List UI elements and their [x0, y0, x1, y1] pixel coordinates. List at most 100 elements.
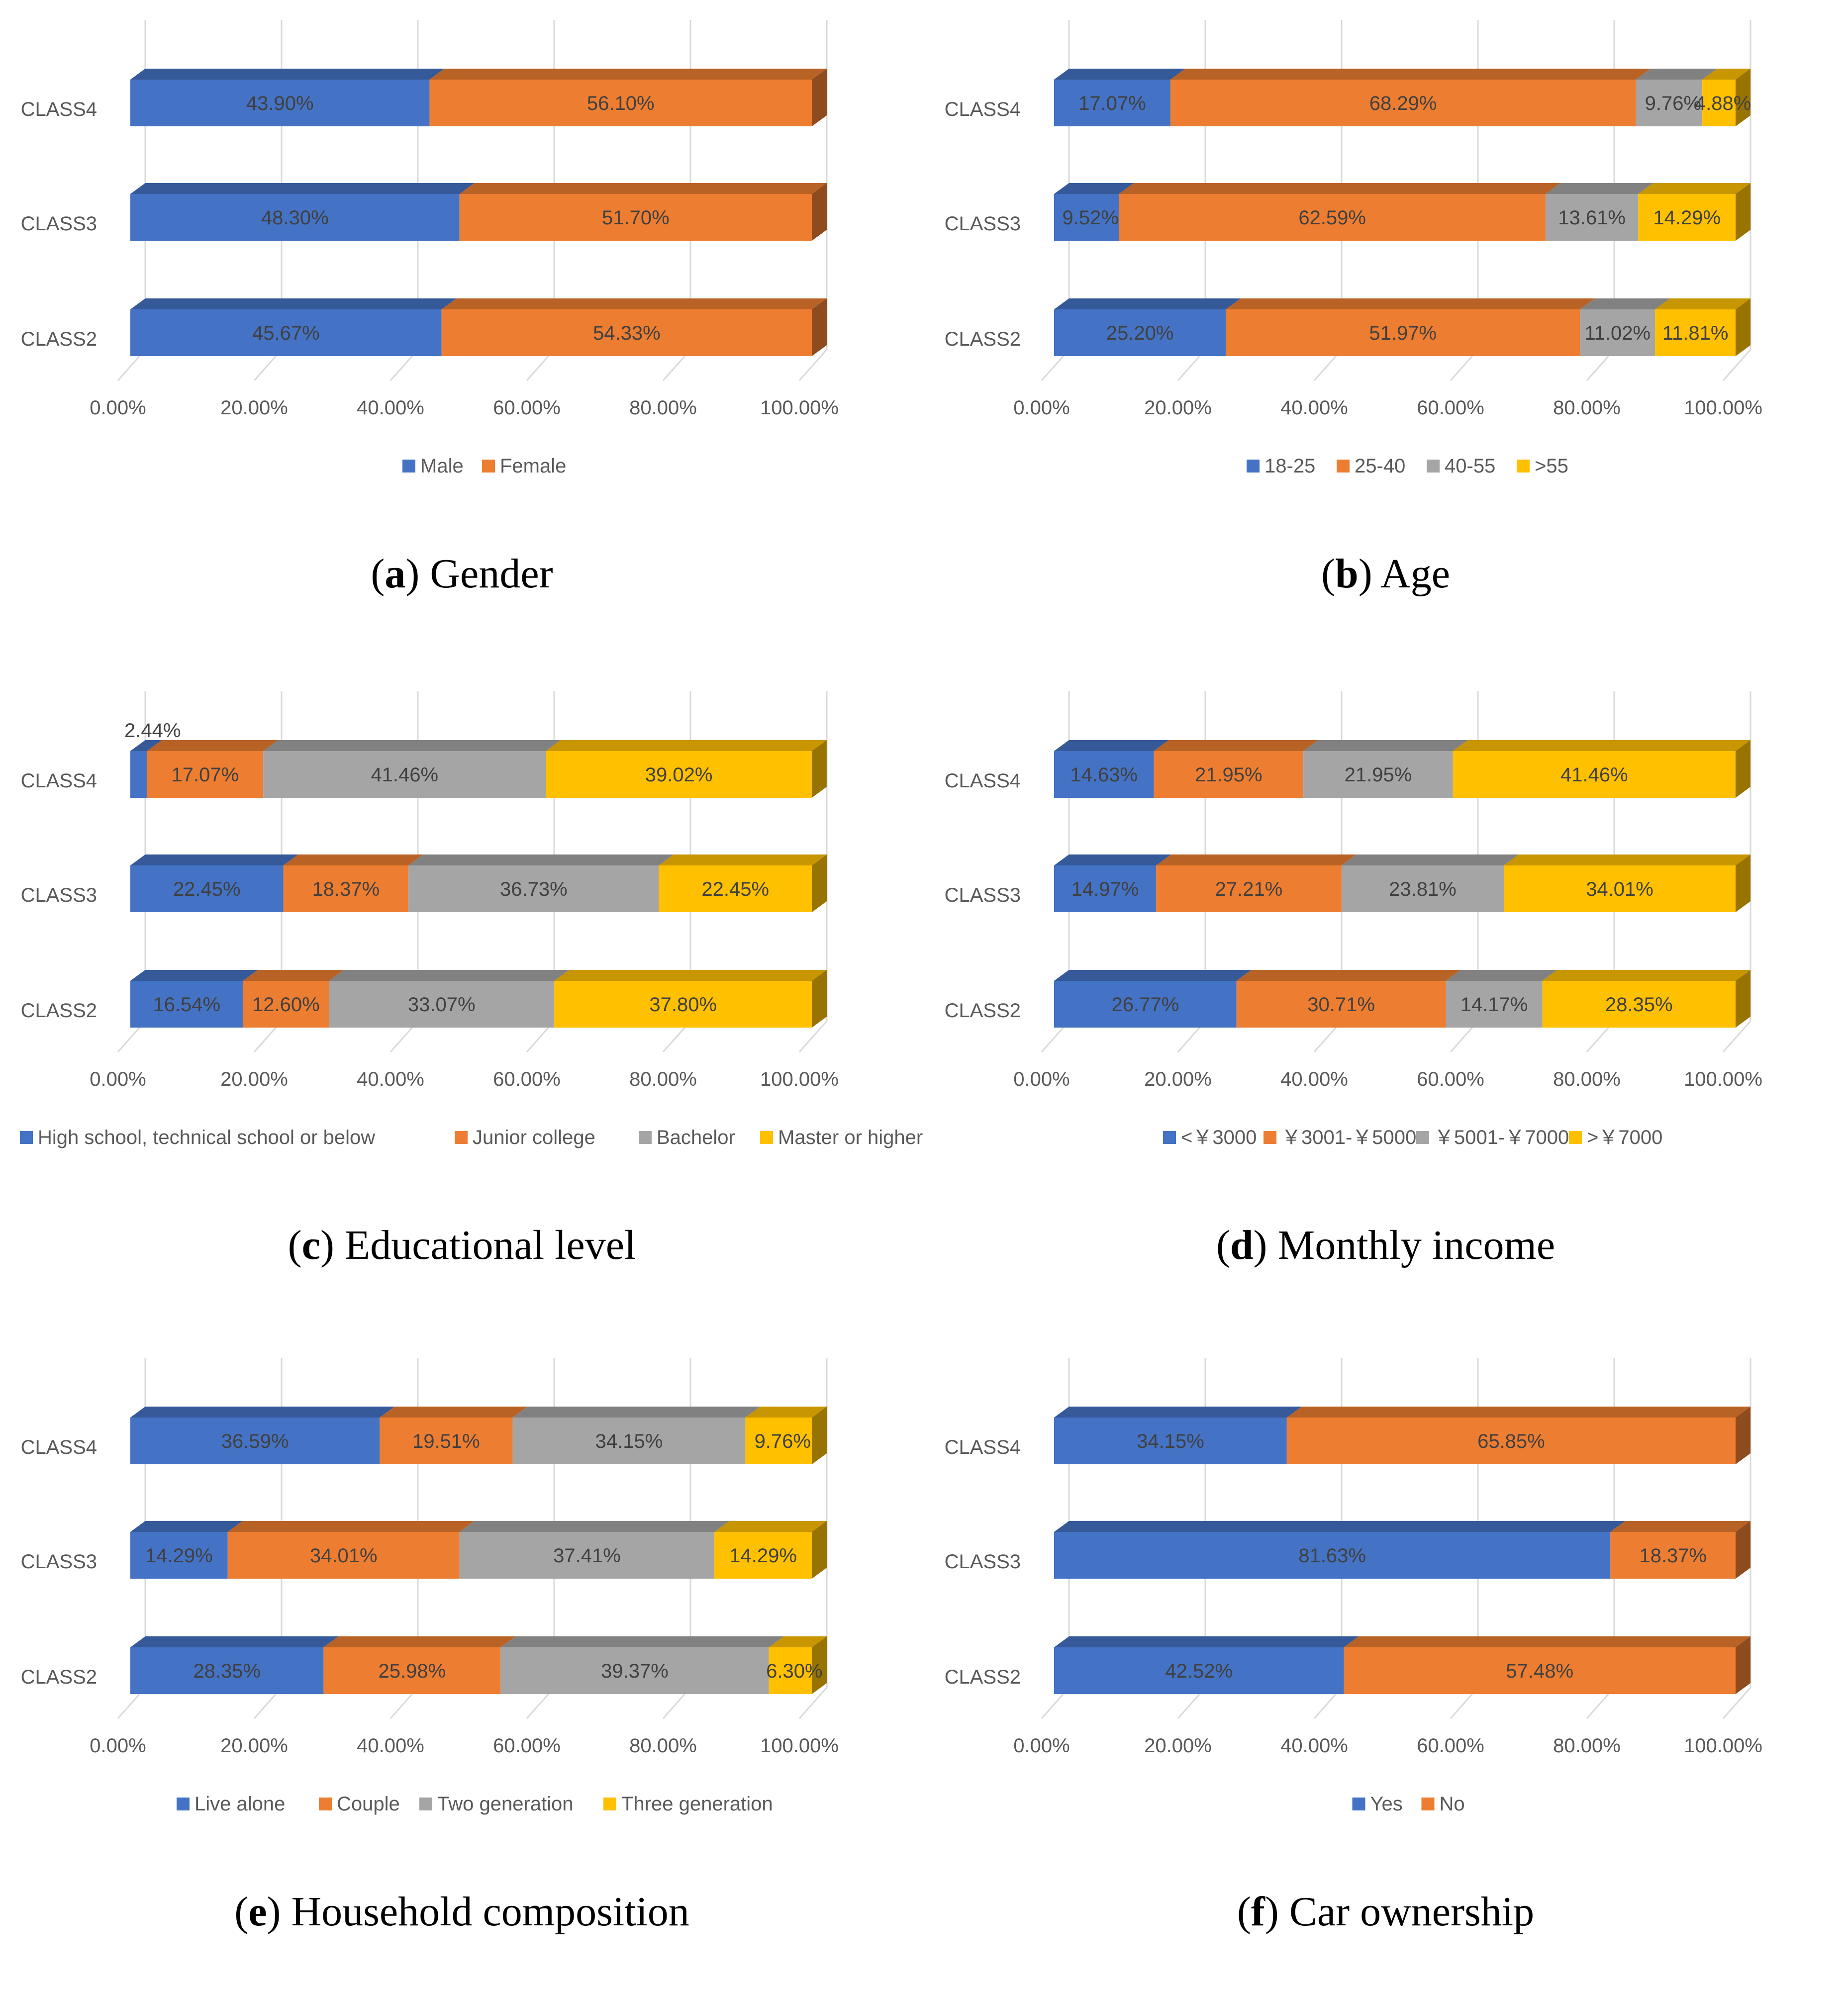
bar-segment [1054, 1407, 1302, 1464]
x-tick-label: 40.00% [1280, 1735, 1348, 1757]
category-label: CLASS3 [945, 213, 1021, 235]
data-label: 34.15% [1137, 1430, 1204, 1452]
bar-segment [1344, 1636, 1751, 1694]
bar-front-face [1054, 1418, 1287, 1464]
bar-front-face [323, 1647, 501, 1694]
category-label: CLASS4 [21, 1436, 97, 1458]
bar-top-face [1054, 183, 1134, 194]
data-label: 34.01% [310, 1545, 378, 1567]
bar-segment [745, 1407, 827, 1464]
x-tick-label: 60.00% [493, 1068, 561, 1090]
bar-segment [380, 1407, 528, 1464]
bar-top-face [1054, 1521, 1626, 1532]
legend-swatch [319, 1798, 332, 1810]
caption-text: Household composition [291, 1889, 689, 1935]
bar-front-face [1054, 751, 1154, 798]
bar-front-face [546, 751, 812, 798]
bar-top-face [1154, 740, 1319, 751]
legend-item: Bachelor [639, 1127, 735, 1148]
bar-side-face [1736, 183, 1751, 241]
bar-segment [1236, 970, 1461, 1028]
category-label: CLASS4 [945, 98, 1021, 120]
bar-front-face [1236, 981, 1446, 1028]
bar-top-face [1054, 740, 1169, 751]
bar-front-face [1655, 309, 1736, 356]
bar-side-face [812, 69, 827, 126]
category-label: CLASS3 [21, 1551, 97, 1573]
bar-top-face [1453, 740, 1751, 751]
floor-gridline [1722, 1021, 1751, 1052]
legend-label: >55 [1535, 455, 1568, 477]
bar-front-face [130, 80, 430, 126]
caption-letter: b [1335, 551, 1359, 597]
caption-text: Educational level [344, 1222, 636, 1268]
category-label: CLASS2 [21, 328, 97, 350]
data-label: 21.95% [1195, 764, 1263, 786]
data-label: 12.60% [252, 994, 320, 1016]
panel-caption: (a) Gender [371, 551, 553, 597]
data-label: 14.17% [1460, 994, 1528, 1016]
data-label: 14.97% [1071, 878, 1139, 900]
legend-swatch [482, 460, 495, 473]
bar-top-face [1655, 298, 1751, 309]
bar-front-face [554, 981, 812, 1028]
legend: High school, technical school or below Ju… [20, 1127, 923, 1148]
data-label: 21.95% [1345, 764, 1412, 786]
data-label: 48.30% [261, 207, 329, 229]
bar-segment [1226, 298, 1595, 356]
bar-top-face [1054, 69, 1185, 80]
legend: <￥3000 ￥3001-￥5000 ￥5001-￥7000 >￥7000 [1163, 1127, 1662, 1148]
stacked-bar-chart-e: 0.00% 20.00% 40.00% 60.00% 80.00% 100.00% CLAS… [21, 1358, 839, 1815]
bar-top-face [380, 1407, 528, 1418]
legend: Live alone Couple Two generation Three gene… [177, 1793, 773, 1815]
bar-segment [1054, 1521, 1626, 1579]
data-label: 17.07% [172, 764, 239, 786]
x-tick-label: 60.00% [1417, 1735, 1484, 1757]
legend: Male Female [402, 455, 566, 477]
x-tick-label: 0.00% [90, 1735, 146, 1757]
data-label: 11.02% [1584, 322, 1651, 344]
category-label: CLASS3 [945, 884, 1021, 906]
bar-top-face [714, 1521, 827, 1532]
bar-top-face [429, 69, 827, 80]
legend-label: Bachelor [657, 1127, 735, 1148]
x-tick-label: 100.00% [760, 397, 839, 419]
bar-front-face [1341, 865, 1504, 912]
legend-swatch [1163, 1131, 1176, 1144]
data-label: 25.20% [1106, 322, 1174, 344]
x-tick-label: 40.00% [357, 1068, 424, 1090]
x-tick-label: 20.00% [1144, 1735, 1212, 1757]
data-label: 22.45% [701, 878, 769, 900]
category-label: CLASS3 [21, 213, 97, 235]
bar-top-face [147, 740, 279, 751]
legend-swatch [1427, 460, 1440, 473]
bar-segment [1545, 183, 1653, 241]
bar-segment [512, 1407, 761, 1464]
data-label: 33.07% [408, 994, 476, 1016]
bar-front-face [130, 751, 147, 798]
bar-segment [323, 1636, 516, 1694]
bar-top-face [459, 183, 827, 194]
bar-segment [769, 1636, 827, 1694]
data-label: 23.81% [1389, 878, 1457, 900]
x-tick-label: 0.00% [90, 397, 146, 419]
bar-front-face [512, 1418, 746, 1464]
bar-segment [714, 1521, 827, 1579]
bar-segment [459, 183, 827, 241]
bar-side-face [1736, 1521, 1751, 1579]
bar-top-face [1170, 69, 1651, 80]
bar-side-face [812, 854, 827, 912]
bar-top-face [1236, 970, 1461, 981]
bar-segment [1054, 740, 1169, 798]
x-tick-label: 80.00% [629, 397, 697, 419]
bar-front-face [769, 1647, 812, 1694]
panel-caption: (d) Monthly income [1216, 1222, 1556, 1268]
bar-top-face [459, 1521, 730, 1532]
data-label: 18.37% [312, 878, 380, 900]
bar-top-face [130, 1636, 339, 1647]
bar-top-face [1542, 970, 1751, 981]
x-tick-label: 60.00% [1417, 397, 1484, 419]
legend-label: Live alone [195, 1793, 285, 1815]
category-label: CLASS4 [945, 770, 1021, 792]
data-label: 4.88% [1695, 93, 1751, 114]
